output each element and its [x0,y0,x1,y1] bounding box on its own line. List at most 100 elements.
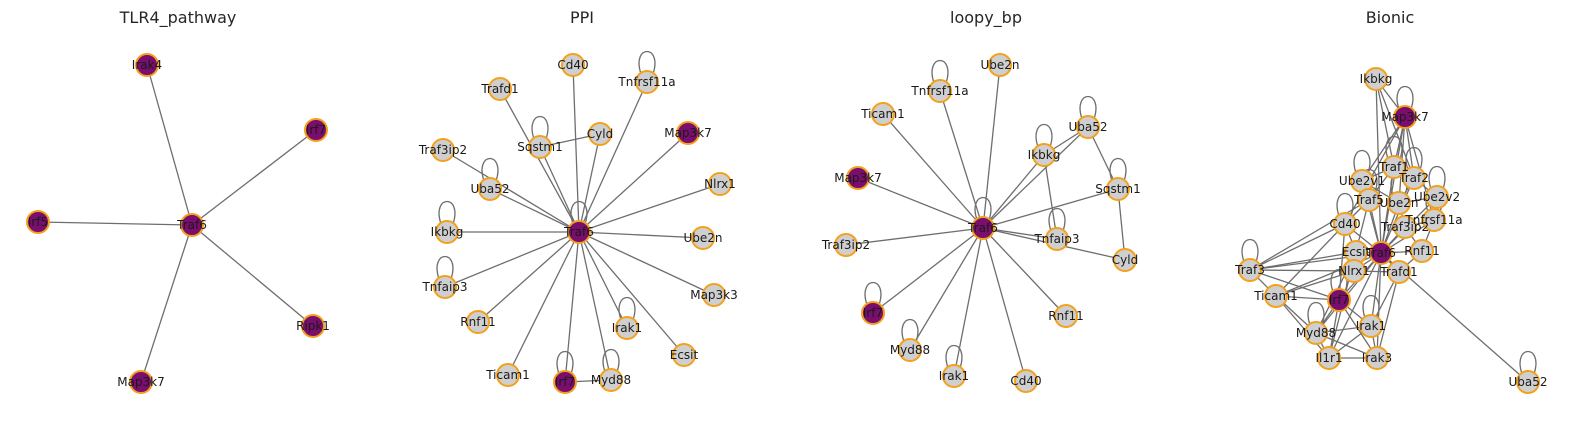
node-ikbkg[interactable] [435,220,459,244]
panel-tlr4-pathway: TLR4_pathway Irak4 Irf7 Irf5 Traf6 Ripk1 Map3k… [26,8,330,394]
node-cyld[interactable] [1113,248,1137,272]
node-uba52[interactable] [478,177,502,201]
node-tnfrsf11a[interactable] [928,79,952,103]
node-label-traf6: Traf6 [176,218,207,232]
edge-traf6-irf5 [37,221,193,226]
self-loop-cd40 [1336,192,1354,217]
node-ticam1[interactable] [871,102,895,126]
node-ticam1[interactable] [496,363,520,387]
node-traf3ip2[interactable] [1393,215,1417,239]
node-myd88[interactable] [599,368,623,392]
node-map3k7[interactable] [129,370,153,394]
self-loop-myd88 [602,348,620,373]
edge-traf3-irf7 [1249,269,1340,301]
node-ube2n[interactable] [988,53,1012,77]
node-rnf11[interactable] [466,310,490,334]
node-label-cyld: Cyld [587,127,613,141]
node-irf7[interactable] [553,370,577,394]
node-myd88[interactable] [1304,321,1328,345]
node-uba52[interactable] [1076,115,1100,139]
node-label-map3k7: Map3k7 [117,375,165,389]
node-cyld[interactable] [588,122,612,146]
edge-traf6-ticam1 [882,113,984,229]
node-ikbkg[interactable] [1032,143,1056,167]
node-sqstm1[interactable] [1106,177,1130,201]
node-ube2n[interactable] [1387,191,1411,215]
node-traf3ip2[interactable] [431,138,455,162]
node-trafd1[interactable] [1387,260,1411,284]
node-trafd1[interactable] [488,77,512,101]
node-irak4[interactable] [135,53,159,77]
node-ripk1[interactable] [301,314,325,338]
node-label-traf5: Traf5 [1353,193,1384,207]
edge-traf6-rnf11 [982,227,1067,317]
node-cd40[interactable] [561,53,585,77]
edge-traf6-myd88 [909,227,984,351]
node-tnfrsf11a[interactable] [1422,208,1446,232]
node-traf1[interactable] [1382,155,1406,179]
node-label-irak1: Irak1 [939,369,969,383]
node-irak1[interactable] [942,364,966,388]
edges [37,64,317,383]
node-traf6[interactable] [1369,241,1393,265]
node-cd40[interactable] [1333,212,1357,236]
node-nlrx1[interactable] [1342,259,1366,283]
node-traf3[interactable] [1238,258,1262,282]
node-traf6[interactable] [180,213,204,237]
node-label-traf6: Traf6 [1365,246,1396,260]
panel-title: PPI [570,8,594,27]
edge-ikbkg-traf2 [1375,78,1415,179]
self-loop-tnfrsf11a [931,59,949,84]
node-label-tnfrsf11a: Tnfrsf11a [1404,213,1462,227]
node-traf6[interactable] [567,220,591,244]
node-rnf11[interactable] [1410,239,1434,263]
self-loop-ube2v1 [1353,149,1371,174]
node-traf6[interactable] [971,216,995,240]
node-ube2v2[interactable] [1425,185,1449,209]
node-irf7[interactable] [1327,288,1351,312]
node-rnf11[interactable] [1054,304,1078,328]
node-tnfaip3[interactable] [433,275,457,299]
edge-traf6-ripk1 [191,224,314,327]
edge-traf6-myd88 [578,231,612,381]
node-map3k7[interactable] [676,121,700,145]
node-ticam1[interactable] [1264,284,1288,308]
node-label-nlrx1: Nlrx1 [1338,264,1370,278]
edge-irf7-cd40 [1338,223,1346,301]
node-irak1[interactable] [1359,314,1383,338]
edge-traf6-ube2n [578,231,704,239]
node-traf5[interactable] [1357,188,1381,212]
self-loop-traf6 [974,196,992,221]
node-traf3ip2[interactable] [834,233,858,257]
edge-traf6-map3k7 [140,224,193,383]
edge-ecsit-traf3 [1249,251,1357,271]
node-map3k7[interactable] [846,166,870,190]
node-il1r1[interactable] [1317,346,1341,370]
node-cd40[interactable] [1014,369,1038,393]
node-tnfrsf11a[interactable] [635,70,659,94]
node-uba52[interactable] [1516,370,1540,394]
node-sqstm1[interactable] [528,135,552,159]
node-irf7[interactable] [861,301,885,325]
node-map3k3[interactable] [702,283,726,307]
node-tnfaip3[interactable] [1045,227,1069,251]
edge-traf6-uba52 [982,126,1089,229]
node-label-cd40: Cd40 [1329,217,1360,231]
node-myd88[interactable] [898,338,922,362]
node-nlrx1[interactable] [708,172,732,196]
edge-trafd1-irak3 [1376,271,1400,359]
node-irak3[interactable] [1365,346,1389,370]
node-map3k7[interactable] [1393,105,1417,129]
node-label-ripk1: Ripk1 [296,319,330,333]
node-label-tnfrsf11a: Tnfrsf11a [617,75,675,89]
node-label-irak1: Irak1 [612,321,642,335]
node-irf7[interactable] [304,118,328,142]
node-ube2n[interactable] [691,226,715,250]
node-irak1[interactable] [615,316,639,340]
node-ikbkg[interactable] [1364,67,1388,91]
node-traf2[interactable] [1402,166,1426,190]
node-ecsit[interactable] [672,343,696,367]
self-loop-sqstm1 [531,115,549,140]
self-loop-ikbkg [1035,123,1053,148]
node-irf5[interactable] [26,210,50,234]
